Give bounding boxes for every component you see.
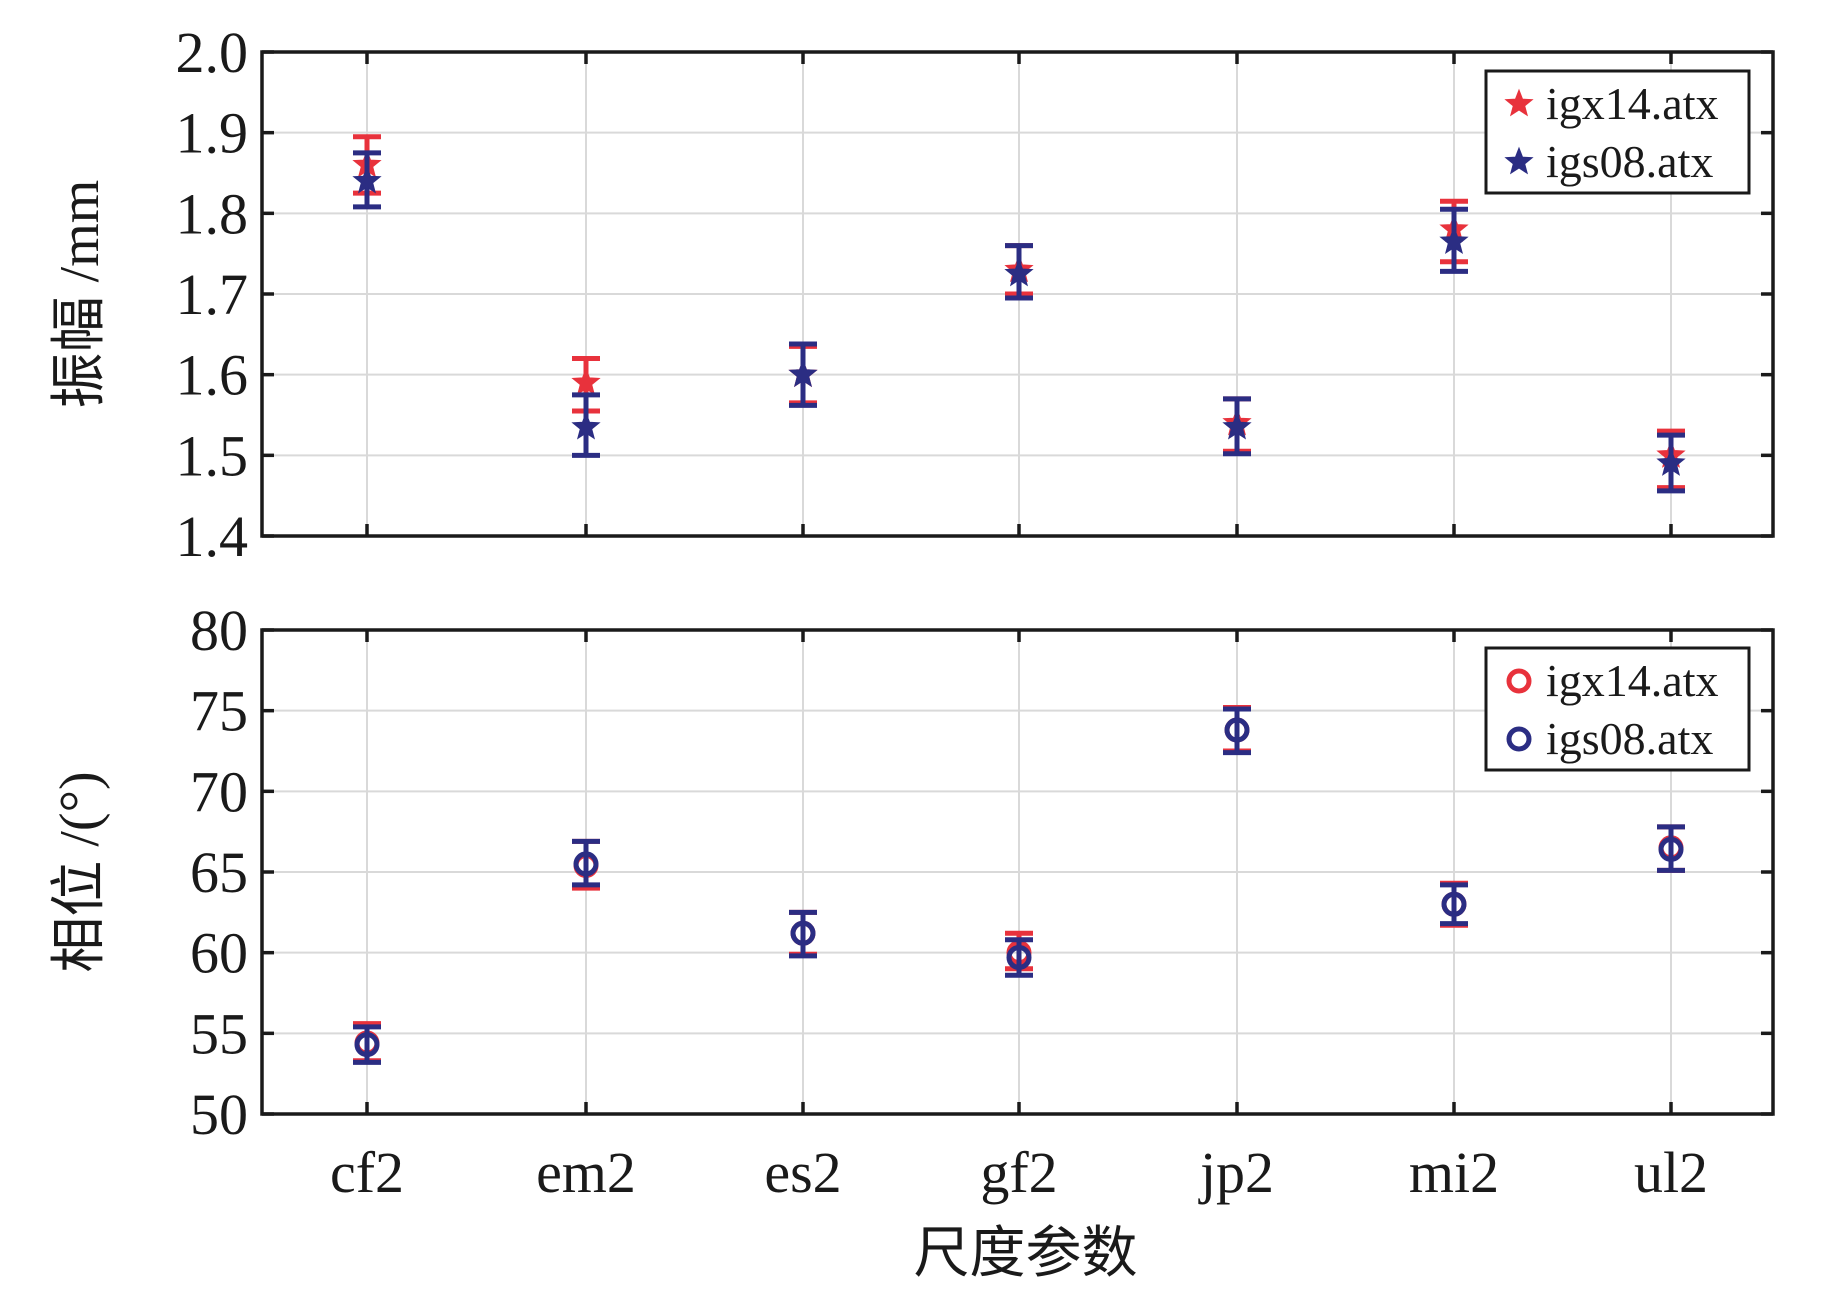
data-point	[571, 367, 601, 396]
data-point	[1006, 945, 1032, 971]
amplitude-y-axis-title: 振幅 /mm	[49, 180, 111, 409]
amplitude-panel: 1.41.51.61.71.81.92.0 振幅 /mm igx14.atxig…	[49, 20, 1775, 569]
legend-label: igs08.atx	[1546, 713, 1713, 764]
data-point	[1658, 836, 1684, 862]
series-1	[352, 150, 1686, 494]
data-point	[1441, 891, 1467, 917]
legend-marker	[1504, 88, 1534, 117]
legend-label: igx14.atx	[1546, 655, 1718, 706]
x-tick-label: ul2	[1634, 1140, 1708, 1205]
y-tick-label: 1.6	[176, 343, 249, 408]
y-tick-label: 1.4	[176, 504, 249, 569]
data-point	[571, 411, 601, 440]
legend-label: igs08.atx	[1546, 136, 1713, 187]
data-point	[1656, 448, 1686, 476]
x-tick-label: cf2	[330, 1140, 404, 1205]
y-tick-label: 65	[190, 840, 248, 905]
y-tick-label: 2.0	[176, 20, 249, 85]
data-point	[1224, 717, 1250, 743]
x-tick-label: mi2	[1409, 1140, 1499, 1205]
x-tick-label: es2	[764, 1140, 841, 1205]
data-point	[352, 165, 382, 194]
phase-ytick-labels: 50 55 60 65 70 75 80	[190, 598, 248, 1147]
phase-panel: 50 55 60 65 70 75 80 cf2 em2 es2 gf2 jp2 mi2 ul2 相位 …	[49, 598, 1775, 1285]
legend-marker	[1506, 726, 1532, 752]
amplitude-ytick-labels: 1.4 1.5 1.6 1.7 1.8 1.9 2.0	[176, 20, 249, 569]
y-tick-label: 55	[190, 1001, 248, 1066]
y-tick-label: 75	[190, 679, 248, 744]
amplitude-legend: igx14.atx igs08.atx	[1484, 69, 1751, 195]
x-axis-title: 尺度参数	[914, 1223, 1138, 1285]
data-point	[354, 1032, 380, 1058]
phase-y-axis-title: 相位 /(°)	[49, 771, 111, 972]
legend-box	[1484, 646, 1751, 772]
y-tick-label: 50	[190, 1082, 248, 1147]
y-tick-label: 1.9	[176, 101, 249, 166]
x-tick-label: jp2	[1198, 1140, 1274, 1205]
x-tick-label: gf2	[980, 1140, 1057, 1205]
amplitude-marks	[352, 134, 1686, 494]
y-tick-label: 60	[190, 921, 248, 986]
data-point	[790, 920, 816, 946]
phase-xtick-labels: cf2 em2 es2 gf2 jp2 mi2 ul2	[330, 1140, 1708, 1205]
phase-marks	[353, 704, 1685, 1065]
phase-legend: igx14.atx igs08.atx	[1484, 646, 1751, 772]
y-tick-label: 1.5	[176, 423, 249, 488]
y-tick-label: 70	[190, 759, 248, 824]
y-tick-label: 1.7	[176, 262, 249, 327]
legend-box	[1484, 69, 1751, 195]
y-tick-label: 1.8	[176, 181, 249, 246]
series-1	[353, 706, 1685, 1065]
data-point	[1439, 226, 1469, 255]
data-point	[1004, 258, 1034, 287]
y-tick-label: 80	[190, 598, 248, 663]
data-point	[573, 851, 599, 877]
legend-marker	[1506, 668, 1532, 694]
phase-ticks	[262, 628, 1773, 1116]
legend-label: igx14.atx	[1546, 78, 1718, 129]
legend-marker	[1504, 146, 1534, 175]
amplitude-ticks	[262, 50, 1773, 538]
x-tick-label: em2	[536, 1140, 636, 1205]
data-point	[1222, 411, 1252, 440]
data-point	[788, 359, 818, 388]
